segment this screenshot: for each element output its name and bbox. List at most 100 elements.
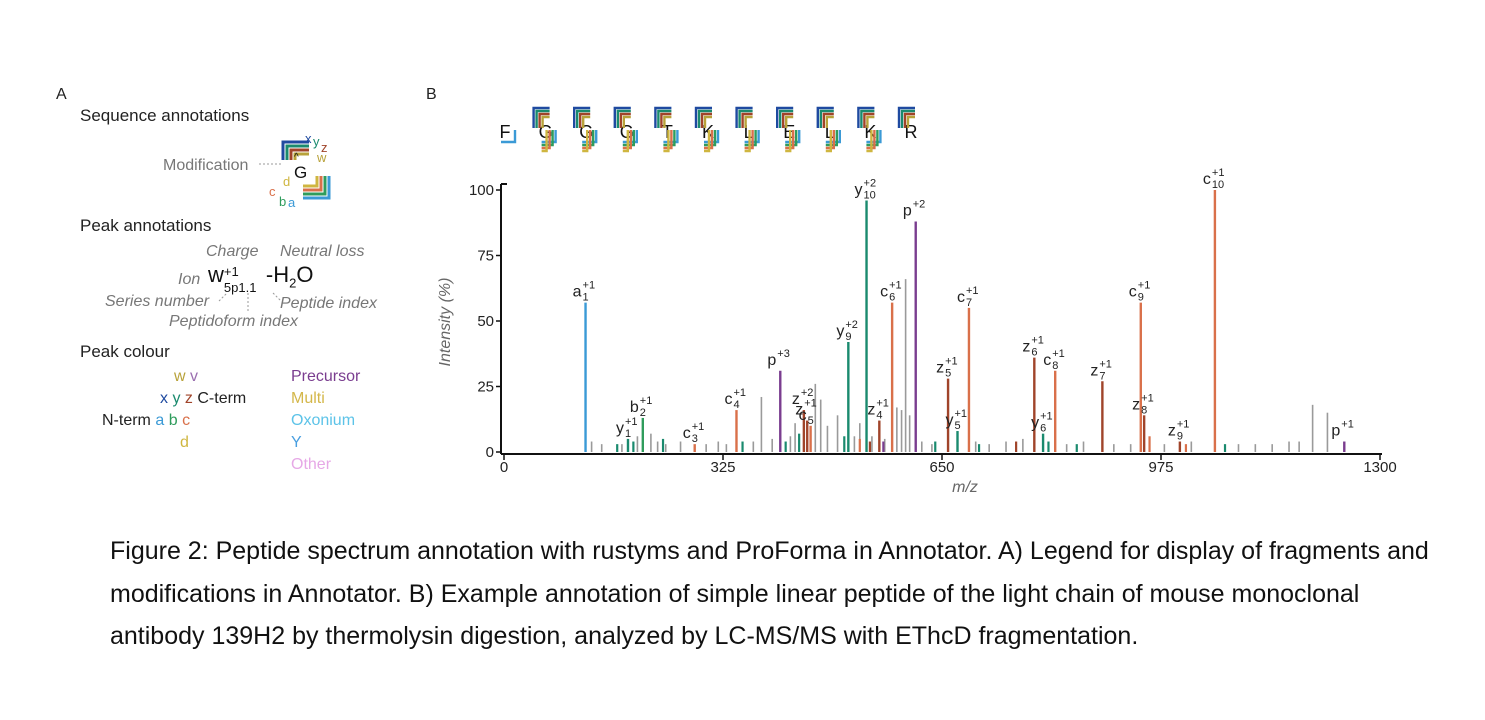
n-term-fragment-bracket — [582, 130, 592, 150]
peak-ion: c — [724, 391, 732, 408]
ion-example: w +1 5p1.1 -H2O — [208, 262, 314, 295]
c-term-fragment-bracket — [703, 115, 712, 128]
c-term-fragment-bracket — [860, 109, 875, 128]
panel-b-label: B — [426, 86, 437, 103]
peak-label: y +210 — [855, 177, 877, 201]
n-term-fragment-bracket — [582, 130, 595, 147]
peak-annotations-title: Peak annotations — [80, 216, 212, 235]
c-term-fragment-bracket — [619, 112, 631, 128]
n-term-fragment-bracket — [622, 130, 630, 153]
peak-series-number: 6 — [1040, 423, 1046, 435]
n-term-fragment-bracket — [785, 130, 795, 150]
peak-charge: +1 — [889, 280, 902, 292]
peak-label: z +2 — [792, 387, 814, 408]
peak-series-number: 6 — [889, 292, 895, 304]
peak-series-number: 1 — [625, 428, 631, 440]
category-other: Other — [291, 456, 332, 473]
charge-label: Charge — [206, 243, 259, 260]
peak-label: z +17 — [1090, 358, 1112, 382]
peak-ion: y — [945, 412, 953, 429]
n-term-fragment-bracket — [501, 130, 517, 144]
c-term-fragment-bracket — [738, 109, 753, 128]
peak-ion: z — [795, 402, 803, 419]
peak-label: c +19 — [1129, 280, 1151, 304]
n-term-fragment-bracket — [704, 130, 717, 147]
c-term-fragment-bracket — [657, 109, 672, 128]
c-term-fragment-bracket — [866, 115, 875, 128]
c-term-fragment-bracket — [663, 115, 672, 128]
peak-series-number: 10 — [864, 189, 876, 201]
peak-label: y +16 — [1031, 411, 1053, 435]
c-term-fragment-bracket — [776, 106, 794, 128]
peak-charge: +1 — [692, 421, 705, 433]
peak-charge: +1 — [876, 398, 889, 410]
peak-label: y +29 — [836, 319, 858, 343]
peak-label: p +1 — [1331, 419, 1353, 440]
peak-series-number: 7 — [966, 297, 972, 309]
peak-charge: +1 — [1040, 411, 1053, 423]
category-precursor: Precursor — [291, 368, 361, 385]
c-term-fragment-bracket — [654, 106, 672, 128]
peak-ion: c — [799, 407, 807, 424]
n-term-fragment-bracket — [866, 130, 876, 150]
peak-charge: +2 — [864, 177, 877, 189]
c-term-fragment-bracket — [825, 115, 834, 128]
c-term-fragment-bracket — [694, 106, 712, 128]
peak-label: p +2 — [903, 198, 925, 219]
peak-ion: z — [1168, 423, 1176, 440]
peak-label: a +11 — [573, 280, 595, 304]
figure-caption: Figure 2: Peptide spectrum annotation wi… — [110, 537, 1429, 650]
category-multi: Multi — [291, 390, 325, 407]
x-tick-label: 1300 — [1363, 459, 1396, 476]
c-term-fragment-bracket — [538, 112, 550, 128]
peak-ion: y — [855, 181, 863, 198]
neutral-loss-label: Neutral loss — [280, 243, 365, 260]
peak-ion: z — [936, 360, 944, 377]
peak-label: z +15 — [936, 356, 958, 380]
seq-d: d — [283, 174, 290, 189]
peak-ion: c — [957, 289, 965, 306]
peptidoform-index-label: Peptidoform index — [169, 313, 298, 330]
peak-label: z +16 — [1022, 335, 1044, 359]
peak-charge: +1 — [640, 395, 653, 407]
peak-ion: p — [767, 352, 776, 369]
c-term-fragment-bracket — [616, 109, 631, 128]
x-tick-label: 975 — [1148, 459, 1173, 476]
c-term-fragment-bracket — [779, 109, 794, 128]
peak-charge: +1 — [1341, 419, 1354, 431]
c-term-fragment-bracket — [613, 106, 631, 128]
n-term-fragment-bracket — [622, 130, 633, 150]
peak-colour-title: Peak colour — [80, 342, 170, 361]
peak-series-number: 8 — [1141, 404, 1147, 416]
c-term-fragment-bracket — [660, 112, 672, 128]
series-number-label: Series number — [105, 293, 210, 310]
c-term-fragment-bracket — [782, 112, 794, 128]
seq-b: b — [279, 194, 286, 209]
peak-series-number: 4 — [733, 399, 739, 411]
c-term-fragment-bracket — [700, 112, 712, 128]
peak-charge: +2 — [913, 198, 926, 210]
c-term-fragment-bracket — [900, 109, 915, 128]
peak-label: y +15 — [945, 408, 967, 432]
peak-charge: +1 — [1052, 348, 1065, 360]
peak-series-number: 5 — [808, 415, 814, 427]
y-tick-label: 50 — [477, 313, 494, 330]
peak-label: c +14 — [724, 387, 746, 411]
peak-ion: z — [867, 402, 875, 419]
c-term-fragment-bracket — [697, 109, 712, 128]
x-tick-label: 650 — [929, 459, 954, 476]
peak-ion: z — [792, 391, 800, 408]
peak-charge: +3 — [777, 348, 790, 360]
peak-ion: p — [1331, 423, 1340, 440]
n-term-fragment-bracket — [785, 130, 798, 147]
peak-series-number: 8 — [1052, 360, 1058, 372]
c-term-fragment-bracket — [897, 106, 915, 128]
peak-label: c +18 — [1043, 348, 1065, 372]
peak-ion: z — [1132, 396, 1140, 413]
peak-charge: +1 — [954, 408, 967, 420]
y-tick-label: 75 — [477, 248, 494, 265]
n-term-fragment-bracket — [744, 130, 751, 153]
c-term-fragment-bracket — [906, 115, 915, 128]
peak-ion: y — [1031, 415, 1039, 432]
